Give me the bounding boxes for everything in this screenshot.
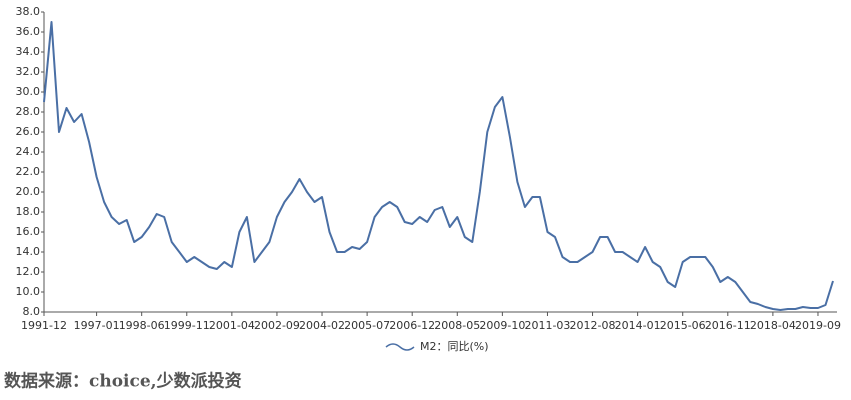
y-tick-label: 10.0 — [16, 285, 41, 298]
x-tick-label: 2006-12 — [389, 319, 435, 332]
x-tick-label: 2009-10 — [479, 319, 525, 332]
y-tick-label: 20.0 — [16, 185, 41, 198]
x-tick-label: 2019-09 — [795, 319, 841, 332]
x-tick-label: 2001-04 — [209, 319, 255, 332]
x-tick-label: 1991-12 — [21, 319, 67, 332]
y-tick-label: 14.0 — [16, 245, 41, 258]
y-tick-label: 8.0 — [23, 305, 41, 318]
y-tick-label: 16.0 — [16, 225, 41, 238]
x-tick-label: 1997-01 — [74, 319, 120, 332]
x-tick-label: 1998-06 — [119, 319, 165, 332]
x-tick-label: 2002-09 — [254, 319, 300, 332]
y-tick-label: 26.0 — [16, 125, 41, 138]
y-tick-label: 38.0 — [16, 5, 41, 18]
y-tick-label: 12.0 — [16, 265, 41, 278]
y-tick-label: 32.0 — [16, 65, 41, 78]
x-tick-label: 2016-11 — [705, 319, 751, 332]
x-tick-label: 1999-11 — [164, 319, 210, 332]
legend-label: M2：同比(%) — [420, 340, 489, 353]
y-tick-label: 36.0 — [16, 25, 41, 38]
y-tick-label: 22.0 — [16, 165, 41, 178]
y-tick-label: 18.0 — [16, 205, 41, 218]
y-tick-label: 34.0 — [16, 45, 41, 58]
y-tick-label: 28.0 — [16, 105, 41, 118]
x-tick-label: 2018-04 — [750, 319, 796, 332]
x-tick-label: 2008-05 — [434, 319, 480, 332]
x-tick-label: 2015-06 — [660, 319, 706, 332]
data-line — [43, 21, 834, 311]
x-tick-label: 2011-03 — [524, 319, 570, 332]
y-tick-label: 24.0 — [16, 145, 41, 158]
y-tick-label: 30.0 — [16, 85, 41, 98]
x-tick-label: 2004-02 — [299, 319, 345, 332]
x-tick-label: 2005-07 — [344, 319, 390, 332]
source-note: 数据来源：choice,少数派投资 — [4, 371, 242, 392]
x-tick-label: 2014-01 — [615, 319, 661, 332]
x-tick-label: 2012-08 — [570, 319, 616, 332]
legend-symbol — [385, 343, 415, 351]
